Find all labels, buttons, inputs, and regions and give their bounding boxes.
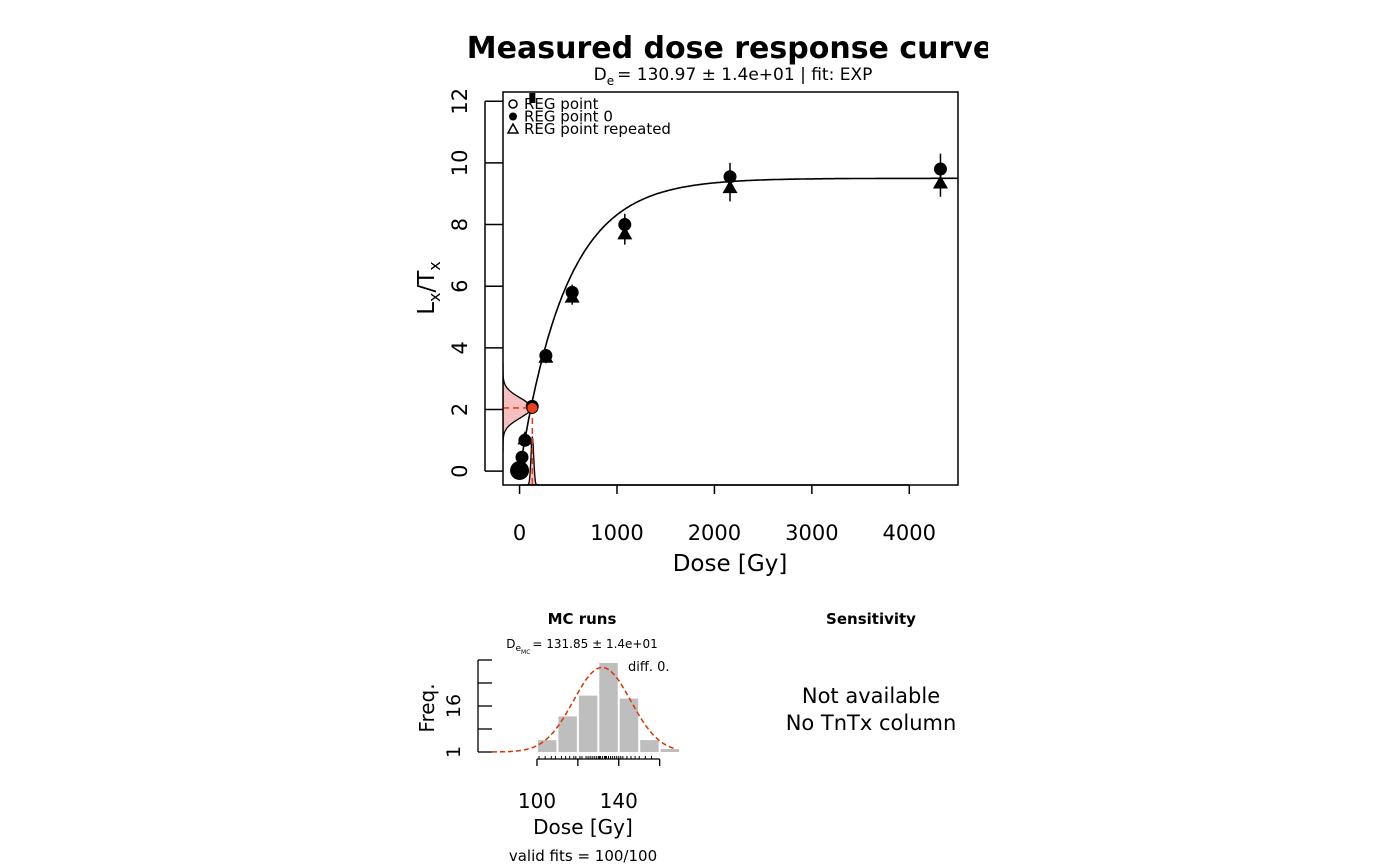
point-triangle [722,180,738,194]
legend-label: REG point 0 [524,108,613,126]
histogram-bar [599,662,618,752]
dose-response-panel: Measured dose response curve De = 130.97 … [414,31,993,577]
y-tick-label: 0 [448,464,472,477]
point-triangle [932,175,948,189]
mc-subtitle: DeMC= 131.85 ± 1.4e+01 [506,637,658,656]
point-triangle [517,431,533,445]
y-tick-label: 2 [448,403,472,416]
y-axis: 0 2 4 6 8 10 12 [448,88,503,478]
histogram-bar [619,698,639,752]
x-tick-label: 4000 [883,521,936,545]
x-tick-label: 2000 [688,521,741,545]
de-label: D [594,65,607,85]
legend-marker-open-circle [508,99,518,109]
y-tick-label: 4 [448,341,472,354]
y-tick-label: 10 [448,150,472,177]
sensitivity-panel: Sensitivity Not available No TnTx column [786,610,957,735]
mc-runs-panel: MC runs DeMC= 131.85 ± 1.4e+01 diff. 0. … [415,610,680,865]
point-triangle [564,289,580,303]
histogram-bar [660,749,680,752]
histogram-bar [558,716,577,752]
mc-x-axis-label: Dose [Gy] [533,815,633,839]
mc-y-tick-label: 16 [443,694,465,718]
x-tick-label: 1000 [590,521,643,545]
x-tick-label: 0 [513,521,526,545]
plot-inner [503,93,958,485]
legend-marker-triangle [506,122,520,134]
mc-footer: valid fits = 100/100 [509,847,657,865]
mc-y-tick-label: 1 [443,746,465,758]
x-axis: 0 1000 2000 3000 4000 [513,484,936,545]
mc-x-tick-label: 100 [518,789,556,813]
sensitivity-message-1: Not available [802,684,940,708]
histogram-bar [578,695,598,752]
y-axis-label: Lx/Tx [414,261,444,315]
y-tick-label: 8 [448,218,472,231]
legend-marker-filled-circle [509,112,517,121]
mc-y-axis-label: Freq. [415,683,439,732]
y-tick-label: 12 [448,88,472,115]
sensitivity-title: Sensitivity [826,610,916,628]
point-triangle [617,226,633,240]
histogram-bar [537,740,557,752]
chart-subtitle: De = 130.97 ± 1.4e+01 | fit: EXP [594,65,873,88]
x-axis-label: Dose [Gy] [673,551,788,577]
de-subscript: e [607,74,614,88]
fit-curve [518,177,958,472]
point-triangle [538,349,554,363]
mc-histogram [492,662,680,759]
point-circle [515,450,529,464]
mc-y-axis: 1 16 [443,659,492,758]
mc-diff-annotation: diff. 0. [628,660,670,675]
de-value-text: = 130.97 ± 1.4e+01 | fit: EXP [617,65,872,85]
chart-title: Measured dose response curve [467,31,993,66]
de-top-marker [529,93,536,103]
mc-title: MC runs [548,610,617,628]
mc-x-axis: 100 140 [518,758,661,813]
sensitivity-message-2: No TnTx column [786,711,957,735]
mc-x-tick-label: 140 [600,789,638,813]
legend-label: REG point repeated [524,120,671,138]
point-reg-zero [510,461,530,481]
histogram-bar [640,740,659,752]
de-point [526,401,539,414]
x-tick-label: 3000 [785,521,838,545]
y-tick-label: 6 [448,280,472,293]
legend-label: REG point [524,95,599,113]
plot-area [503,93,958,485]
